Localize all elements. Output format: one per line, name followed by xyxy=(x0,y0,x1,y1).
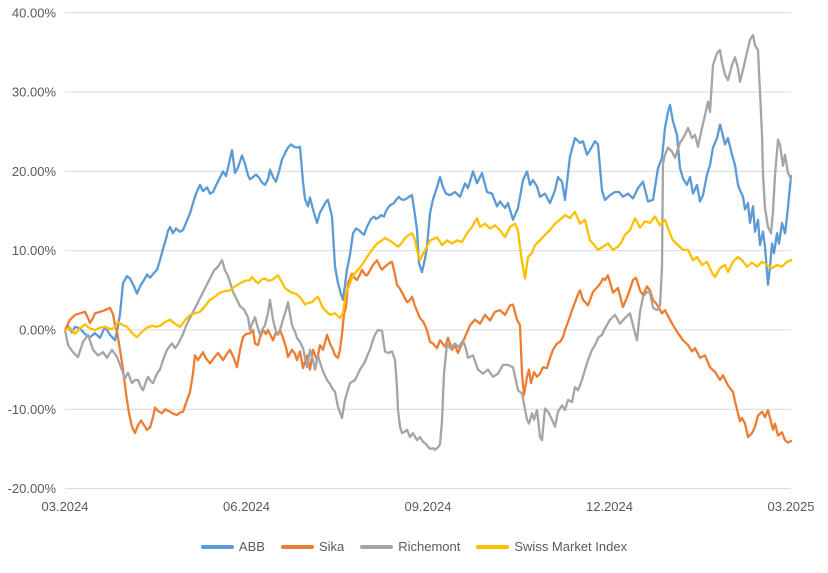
x-axis-label: 12.2024 xyxy=(586,499,633,514)
legend-swatch-smi xyxy=(476,545,510,549)
y-axis-label: -20.00% xyxy=(8,481,57,496)
series-line-abb xyxy=(63,103,793,342)
legend: ABB Sika Richemont Swiss Market Index xyxy=(0,540,828,554)
x-axis-label: 09.2024 xyxy=(405,499,452,514)
series-line-richemont xyxy=(63,33,793,451)
series-line-swiss-market-index xyxy=(63,210,793,339)
y-axis-label: 40.00% xyxy=(12,5,57,20)
y-axis-label: 0.00% xyxy=(19,323,56,338)
legend-swatch-abb xyxy=(200,545,234,549)
y-axis-label: 10.00% xyxy=(12,243,57,258)
y-axis-label: -10.00% xyxy=(8,402,57,417)
legend-item-sika[interactable]: Sika xyxy=(280,539,345,554)
legend-item-abb[interactable]: ABB xyxy=(200,539,265,554)
x-axis-label: 03.2024 xyxy=(42,499,89,514)
legend-label-sika: Sika xyxy=(318,539,345,554)
legend-label-abb: ABB xyxy=(238,539,265,554)
y-axis-label: 20.00% xyxy=(12,164,57,179)
legend-swatch-richemont xyxy=(360,545,394,549)
gridlines xyxy=(65,12,791,490)
x-axis-label: 06.2024 xyxy=(223,499,270,514)
legend-label-richemont: Richemont xyxy=(398,539,461,554)
y-axis-labels: 40.00% 30.00% 20.00% 10.00% 0.00% -10.00% -20.… xyxy=(8,5,57,496)
series-lines xyxy=(63,33,793,451)
legend-item-richemont[interactable]: Richemont xyxy=(360,540,460,554)
x-axis-label: 03.2025 xyxy=(768,499,815,514)
legend-label-smi: Swiss Market Index xyxy=(514,539,628,554)
x-axis-labels: 03.2024 06.2024 09.2024 12.2024 03.2025 xyxy=(42,499,815,514)
legend-item-smi[interactable]: Swiss Market Index xyxy=(476,540,627,554)
legend-swatch-sika xyxy=(280,545,314,549)
series-line-sika xyxy=(63,259,793,444)
y-axis-label: 30.00% xyxy=(12,85,57,100)
